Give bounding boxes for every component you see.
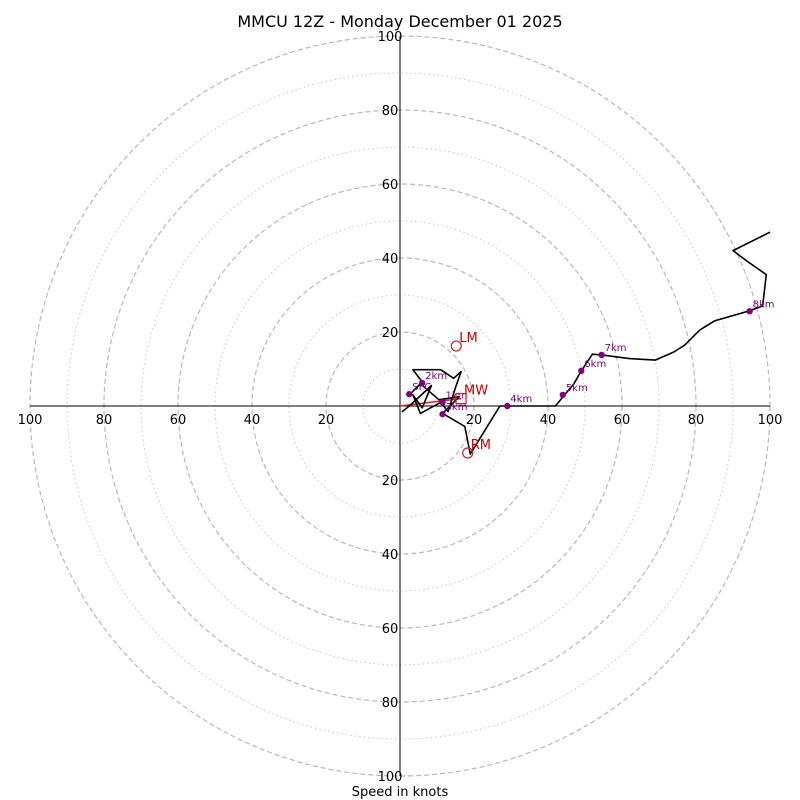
- hodograph-trace: [401, 231, 771, 455]
- x-tick-label: 60: [170, 413, 187, 428]
- motion-marker-mw: [455, 393, 467, 405]
- height-label-5km: 5km: [566, 383, 588, 394]
- y-tick-label: 40: [382, 252, 399, 267]
- x-tick-label: 20: [466, 413, 483, 428]
- tick-labels: 100 80 60 40 20 20 40 60 80 100 100 80 60 40 20 20 40 60 8…: [18, 30, 783, 785]
- motion-marker-rm: [462, 447, 474, 459]
- height-label-4km: 4km: [510, 394, 532, 405]
- x-tick-label: 80: [688, 413, 705, 428]
- height-point-2km: [419, 379, 426, 387]
- height-point-4km: [504, 402, 511, 410]
- height-point-8km: [746, 308, 753, 315]
- chart-title: MMCU 12Z - Monday December 01 2025: [237, 12, 562, 31]
- y-tick-label: 20: [382, 326, 399, 341]
- motion-label-rm: RM: [471, 438, 491, 453]
- y-tick-label: 100: [378, 30, 403, 45]
- motion-marker-lm: [450, 340, 462, 352]
- height-label-3km: 3km: [446, 402, 468, 413]
- height-point-3km: [439, 410, 446, 418]
- x-tick-label: 60: [614, 413, 631, 428]
- y-tick-label: 80: [382, 104, 399, 119]
- y-tick-label: 60: [382, 178, 399, 193]
- storm-motions: LM MW RM: [450, 331, 491, 459]
- height-point-1km: [439, 399, 446, 406]
- height-label-6km: 6km: [584, 359, 606, 370]
- height-label-8km: 8km: [753, 299, 775, 310]
- y-tick-label: 20: [382, 474, 399, 489]
- height-point-5km: [559, 391, 566, 399]
- height-label-7km: 7km: [605, 343, 627, 354]
- motion-label-mw: MW: [464, 384, 488, 399]
- height-label-2km: 2km: [425, 371, 447, 382]
- x-tick-label: 20: [318, 413, 335, 428]
- x-tick-label: 80: [96, 413, 113, 428]
- y-tick-label: 100: [378, 770, 403, 785]
- height-point-6km: [578, 367, 585, 375]
- x-axis-label: Speed in knots: [352, 785, 449, 800]
- x-tick-label: 100: [18, 413, 43, 428]
- x-tick-label: 40: [244, 413, 261, 428]
- wind-trace-line: [401, 231, 771, 455]
- y-tick-label: 60: [382, 622, 399, 637]
- x-tick-label: 40: [540, 413, 557, 428]
- height-point-sfc: [406, 390, 413, 398]
- y-tick-label: 40: [382, 548, 399, 563]
- y-tick-label: 80: [382, 696, 399, 711]
- height-label-sfc: SFC: [412, 382, 431, 393]
- height-point-7km: [598, 351, 605, 359]
- motion-label-lm: LM: [459, 331, 477, 346]
- x-tick-label: 100: [758, 413, 783, 428]
